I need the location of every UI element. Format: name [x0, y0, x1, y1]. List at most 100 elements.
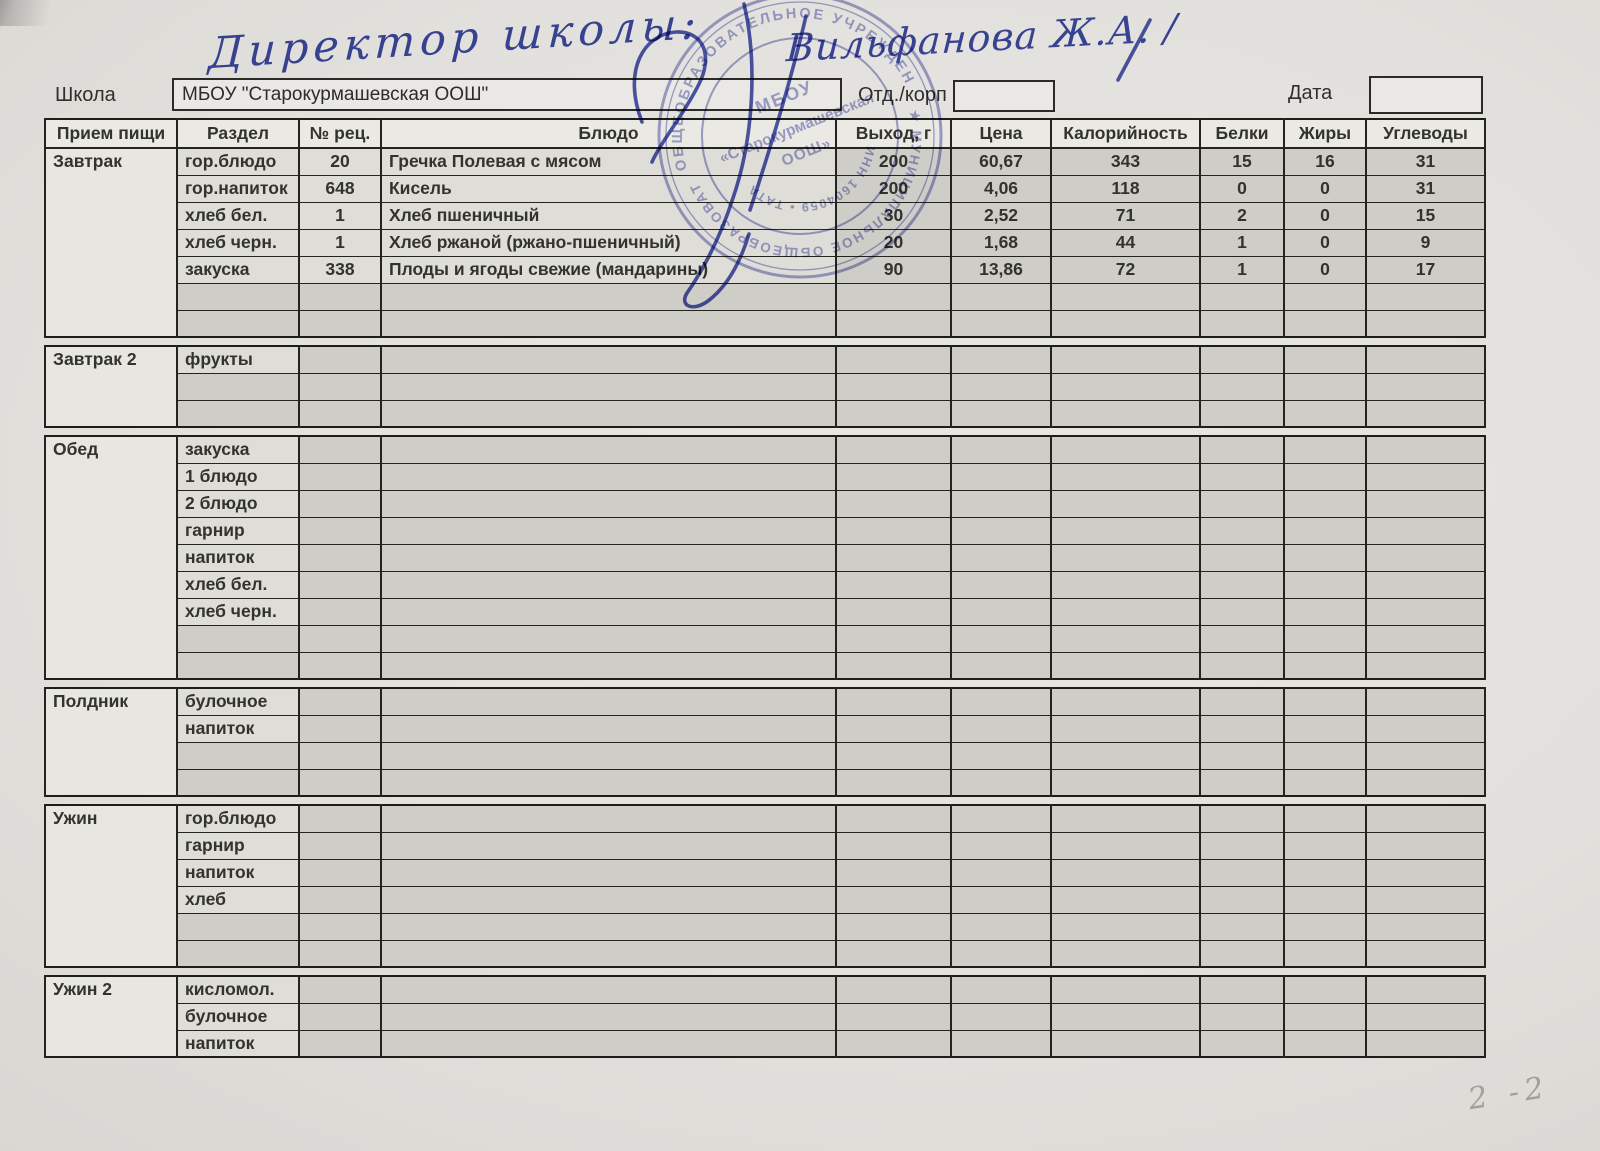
cell-carbs: 9	[1365, 228, 1486, 257]
cell	[1365, 651, 1486, 680]
cell	[1365, 570, 1486, 599]
cell	[1199, 831, 1285, 860]
cell-protein: 1	[1199, 228, 1285, 257]
cell	[950, 687, 1052, 716]
cell	[298, 462, 382, 491]
cell	[1050, 543, 1201, 572]
col-header-kcal: Калорийность	[1050, 118, 1201, 149]
cell	[298, 570, 382, 599]
cell-razdel: булочное	[176, 687, 300, 716]
cell-kcal: 343	[1050, 147, 1201, 176]
cell-razdel: 2 блюдо	[176, 489, 300, 518]
cell	[380, 687, 837, 716]
table-row: Ужин гор.блюдо	[44, 804, 1486, 968]
cell-razdel: гор.блюдо	[176, 804, 300, 833]
cell	[1283, 768, 1367, 797]
table-row: Ужин 2 кисломол.	[44, 975, 1486, 1058]
cell	[176, 372, 300, 401]
cell	[1283, 831, 1367, 860]
cell	[835, 624, 952, 653]
cell	[950, 768, 1052, 797]
cell	[298, 885, 382, 914]
cell	[1199, 858, 1285, 887]
cell	[176, 624, 300, 653]
cell-out: 20	[835, 228, 952, 257]
cell-kcal: 72	[1050, 255, 1201, 284]
cell	[835, 516, 952, 545]
cell	[1283, 939, 1367, 968]
cell	[380, 399, 837, 428]
cell-razdel: булочное	[176, 1002, 300, 1031]
cell	[1283, 624, 1367, 653]
cell	[1050, 1029, 1201, 1058]
cell-razdel: закуска	[176, 435, 300, 464]
cell	[835, 651, 952, 680]
cell	[835, 570, 952, 599]
cell-razdel: закуска	[176, 255, 300, 284]
cell	[298, 399, 382, 428]
cell	[835, 489, 952, 518]
table-row	[45, 372, 1486, 401]
cell	[298, 489, 382, 518]
pencil-page-note: 2 -2	[1465, 1069, 1553, 1118]
cell	[1199, 489, 1285, 518]
cell	[950, 345, 1052, 374]
cell	[835, 687, 952, 716]
cell	[1199, 768, 1285, 797]
col-header-out: Выход, г	[835, 118, 952, 149]
cell	[835, 372, 952, 401]
cell-razdel: напиток	[176, 714, 300, 743]
cell-dish: Кисель	[380, 174, 837, 203]
cell	[1199, 624, 1285, 653]
cell-fat: 16	[1283, 147, 1367, 176]
table-row: закуска 338 Плоды и ягоды свежие (мандар…	[45, 255, 1486, 284]
cell	[835, 462, 952, 491]
dept-label: Отд./корп	[858, 84, 947, 106]
cell-meal: Ужин	[44, 804, 178, 968]
table-row: булочное	[45, 1002, 1486, 1031]
cell-dish: Плоды и ягоды свежие (мандарины)	[380, 255, 837, 284]
cell	[1199, 516, 1285, 545]
cell-razdel: напиток	[176, 1029, 300, 1058]
cell	[1199, 543, 1285, 572]
cell	[950, 939, 1052, 968]
cell	[1365, 858, 1486, 887]
cell	[1365, 309, 1486, 338]
cell	[1365, 831, 1486, 860]
cell	[1050, 885, 1201, 914]
cell-rec: 1	[298, 201, 382, 230]
cell-rec: 20	[298, 147, 382, 176]
cell	[1283, 1002, 1367, 1031]
cell	[1199, 687, 1285, 716]
cell	[298, 624, 382, 653]
cell	[298, 651, 382, 680]
cell-out: 30	[835, 201, 952, 230]
cell	[1199, 714, 1285, 743]
cell	[1283, 1029, 1367, 1058]
cell	[835, 597, 952, 626]
cell	[380, 714, 837, 743]
table-row: напиток	[45, 858, 1486, 887]
cell	[176, 309, 300, 338]
cell	[835, 912, 952, 941]
cell	[1050, 597, 1201, 626]
col-header-razdel: Раздел	[176, 118, 300, 149]
handwritten-signature-name: Вильфанова Ж.А. /	[785, 5, 1179, 71]
cell-meal: Завтрак	[44, 147, 178, 338]
cell	[1199, 885, 1285, 914]
cell-dish: Хлеб пшеничный	[380, 201, 837, 230]
cell	[835, 399, 952, 428]
table-row: 1 блюдо	[45, 462, 1486, 491]
cell	[950, 399, 1052, 428]
cell	[1365, 282, 1486, 311]
section-zavtrak-2: Завтрак 2 фрукты	[44, 345, 1486, 428]
cell	[1365, 372, 1486, 401]
cell	[1365, 543, 1486, 572]
cell	[298, 741, 382, 770]
cell-protein: 1	[1199, 255, 1285, 284]
cell	[1365, 345, 1486, 374]
cell	[835, 543, 952, 572]
cell	[1365, 1002, 1486, 1031]
cell	[950, 804, 1052, 833]
cell	[950, 858, 1052, 887]
